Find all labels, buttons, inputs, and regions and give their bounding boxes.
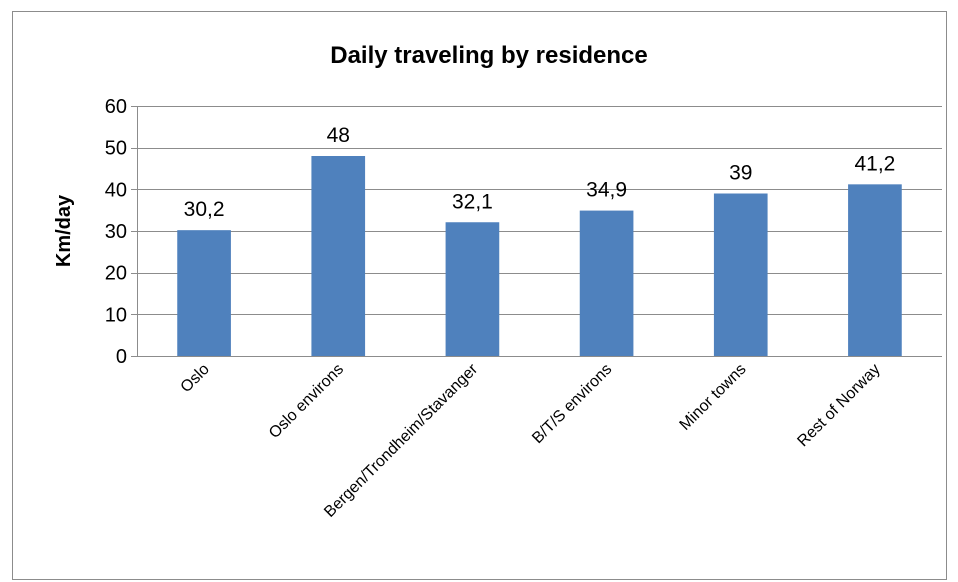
- y-tick-label: 20: [105, 263, 127, 285]
- bar: [177, 230, 231, 356]
- bar: [848, 184, 902, 356]
- y-tick-label: 30: [105, 221, 127, 243]
- bar: [311, 156, 366, 356]
- y-axis-label: Km/day: [53, 194, 75, 267]
- data-label: 39: [729, 162, 752, 185]
- data-label: 41,2: [854, 152, 895, 175]
- y-tick-label: 40: [105, 179, 127, 201]
- y-tick-label: 0: [116, 346, 127, 368]
- data-label: 34,9: [586, 179, 627, 202]
- gridlines: [131, 106, 942, 357]
- chart-title: Daily traveling by residence: [330, 42, 647, 69]
- bar: [579, 210, 634, 356]
- y-tick-label: 10: [105, 304, 127, 326]
- data-label: 30,2: [184, 198, 225, 221]
- data-label: 32,1: [452, 190, 493, 213]
- y-tick-labels: 0 10 20 30 40 50 60: [105, 96, 127, 368]
- bar: [445, 222, 500, 356]
- data-label: 48: [327, 124, 350, 147]
- y-tick-label: 50: [105, 138, 127, 160]
- bars: [177, 156, 902, 356]
- y-tick-label: 60: [105, 96, 127, 118]
- bar: [713, 193, 768, 356]
- data-labels: 30,2 48 32,1 34,9 39 41,2: [184, 124, 896, 221]
